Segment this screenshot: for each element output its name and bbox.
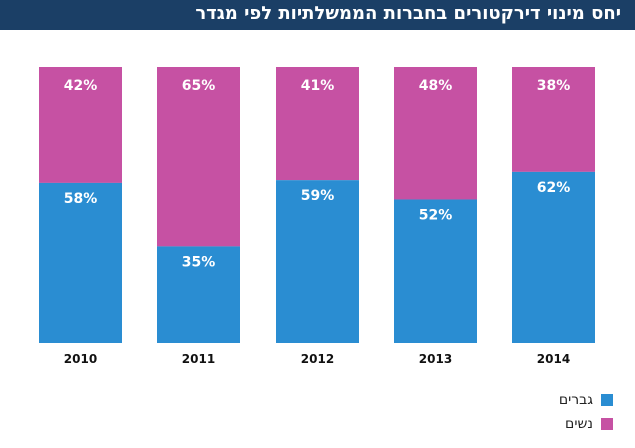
bar-women-2012 [276,67,359,181]
bar-women-2014 [512,67,595,172]
data-label-men-2010: 58% [64,191,98,207]
legend-item-men: גברים [559,392,613,408]
data-label-men-2013: 52% [419,207,453,223]
data-label-women-2010: 42% [64,78,98,94]
bar-women-2013 [394,67,477,200]
legend-swatch-men [601,394,613,406]
data-label-women-2012: 41% [301,78,335,94]
x-tick-label-2011: 2011 [182,352,215,366]
bar-men-2014 [512,171,595,343]
data-label-men-2012: 59% [301,188,335,204]
data-label-men-2014: 62% [537,180,571,196]
data-label-women-2013: 48% [419,78,453,94]
x-tick-label-2012: 2012 [301,352,334,366]
bar-women-2011 [157,67,240,247]
legend-label-women: נשים [565,416,593,432]
legend-swatch-women [601,418,613,430]
x-tick-label-2013: 2013 [419,352,452,366]
x-tick-label-2014: 2014 [537,352,570,366]
bar-men-2013 [394,199,477,343]
legend: גברים נשים [559,392,613,440]
legend-item-women: נשים [559,416,613,432]
x-tick-label-2010: 2010 [64,352,97,366]
bar-women-2010 [39,67,122,183]
chart-title: יחס מינוי דירקטורים בחברות הממשלתיות לפי… [195,3,621,24]
legend-label-men: גברים [558,392,593,408]
data-label-women-2014: 38% [537,78,571,94]
bar-men-2011 [157,246,240,343]
title-bar: יחס מינוי דירקטורים בחברות הממשלתיות לפי… [0,0,635,30]
data-label-men-2011: 35% [182,254,216,270]
data-label-women-2011: 65% [182,78,216,94]
bar-men-2012 [276,180,359,343]
bar-men-2010 [39,182,122,343]
